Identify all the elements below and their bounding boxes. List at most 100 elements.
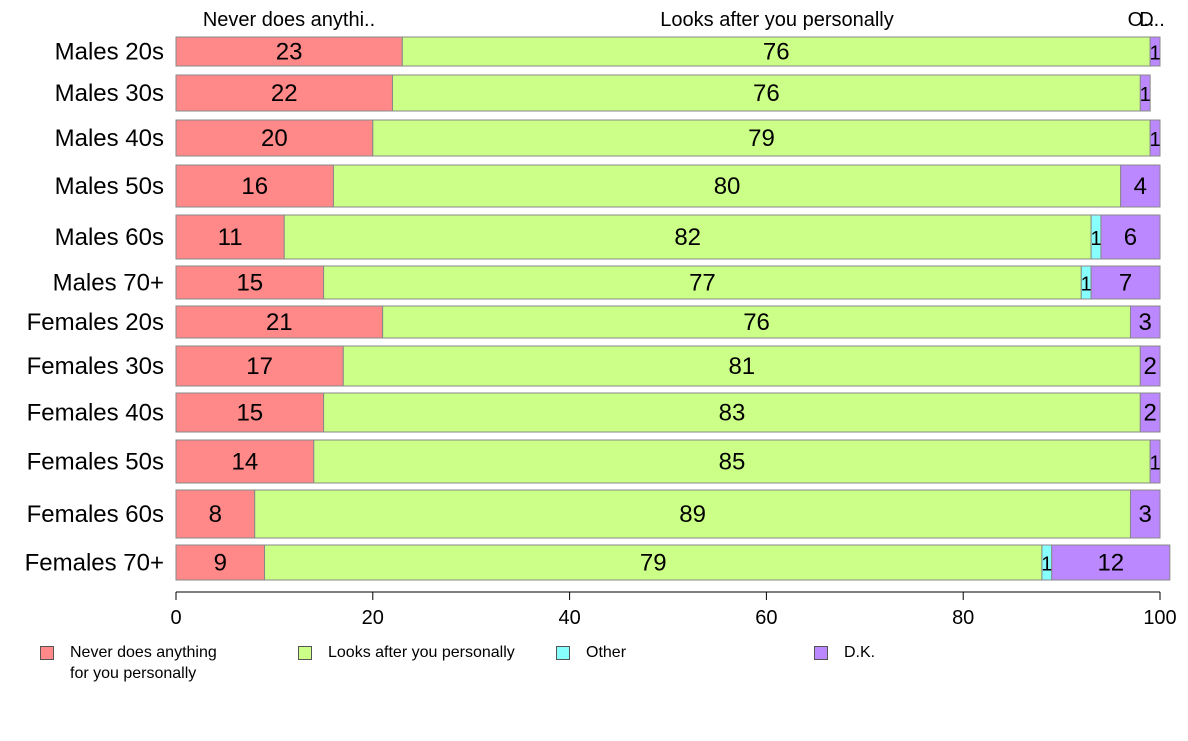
- bar-segment: [401, 36, 1151, 67]
- data-label: 22: [271, 80, 298, 107]
- data-label: 3: [1139, 309, 1152, 336]
- data-label: 20: [261, 125, 288, 152]
- category-label: Males 70+: [53, 270, 164, 297]
- data-label: 1: [1140, 84, 1151, 106]
- data-label: 16: [241, 173, 268, 200]
- data-label: 1: [1150, 453, 1161, 475]
- data-label: 6: [1124, 224, 1137, 251]
- bar-segment: [332, 164, 1122, 208]
- bar-segment: [175, 305, 384, 339]
- bar-segment: [1129, 489, 1161, 539]
- category-label: Females 60s: [27, 501, 164, 528]
- x-tick-label: 100: [1143, 607, 1176, 629]
- bar-segment: [175, 345, 344, 387]
- data-label: 1: [1090, 228, 1101, 250]
- bar-segment: [1120, 164, 1161, 208]
- bar-segment: [175, 164, 334, 208]
- bar-segment: [1100, 214, 1161, 260]
- bar-segment: [391, 74, 1141, 112]
- x-tick-label: 0: [170, 607, 181, 629]
- data-label: 12: [1097, 550, 1124, 577]
- data-label: 3: [1139, 501, 1152, 528]
- bar-segment: [372, 119, 1151, 157]
- bar-segment: [254, 489, 1131, 539]
- legend-swatch-other: [556, 646, 570, 660]
- bar-segment: [175, 214, 285, 260]
- data-label: 8: [209, 501, 222, 528]
- data-label: 77: [689, 270, 716, 297]
- legend-label-other: Other: [586, 644, 627, 661]
- data-label: 11: [218, 224, 243, 251]
- data-label: 2: [1143, 400, 1156, 427]
- bar-segment: [1149, 119, 1161, 157]
- bar-segment: [1051, 544, 1171, 581]
- data-label: 21: [266, 309, 293, 336]
- data-label: 89: [679, 501, 706, 528]
- data-label: 15: [236, 270, 263, 297]
- x-tick-label: 80: [952, 607, 974, 629]
- bar-segment: [1149, 439, 1161, 484]
- data-label: 76: [743, 309, 770, 336]
- bar-segment: [323, 392, 1141, 433]
- category-label: Females 50s: [27, 449, 164, 476]
- legend-swatch-never: [40, 646, 54, 660]
- data-label: 1: [1150, 129, 1161, 151]
- bar-segment: [175, 544, 266, 581]
- bar-segment: [1139, 345, 1161, 387]
- category-label: Males 40s: [55, 125, 164, 152]
- data-label: 1: [1150, 43, 1161, 65]
- data-label: 80: [714, 173, 741, 200]
- category-label: Males 20s: [55, 39, 164, 66]
- bar-segment: [1149, 36, 1161, 67]
- category-label: Males 30s: [55, 80, 164, 107]
- legend-item-dk: D.K.: [814, 642, 875, 663]
- category-label: Females 20s: [27, 309, 164, 336]
- bar-segment: [175, 265, 325, 300]
- bar-segment: [283, 214, 1092, 260]
- x-tick-label: 40: [558, 607, 580, 629]
- data-label: 79: [748, 125, 775, 152]
- bar-segment: [264, 544, 1043, 581]
- data-label: 15: [236, 400, 263, 427]
- legend-item-never: Never does anything for you personally: [40, 642, 217, 684]
- data-label: 2: [1143, 353, 1156, 380]
- data-label: 7: [1119, 270, 1132, 297]
- bar-segment: [175, 74, 393, 112]
- top-label: O..: [1128, 9, 1155, 31]
- data-label: 1: [1081, 274, 1092, 296]
- bar-segment: [175, 119, 374, 157]
- legend-swatch-dk: [814, 646, 828, 660]
- data-label: 4: [1134, 173, 1147, 200]
- data-label: 17: [246, 353, 273, 380]
- data-label: 76: [763, 39, 790, 66]
- data-label: 82: [674, 224, 701, 251]
- legend-swatch-looks-after: [298, 646, 312, 660]
- bar-segment: [382, 305, 1131, 339]
- category-label: Males 50s: [55, 173, 164, 200]
- legend-item-other: Other: [556, 642, 626, 663]
- data-label: 79: [640, 550, 667, 577]
- top-label: D..: [1139, 9, 1165, 31]
- legend-label-never: Never does anything for you personally: [70, 644, 217, 682]
- data-label: 14: [232, 449, 259, 476]
- data-label: 76: [753, 80, 780, 107]
- bar-segment: [175, 489, 256, 539]
- category-label: Males 60s: [55, 224, 164, 251]
- data-label: 83: [719, 400, 746, 427]
- legend-label-looks-after: Looks after you personally: [328, 644, 515, 661]
- legend-item-looks-after: Looks after you personally: [298, 642, 515, 663]
- data-label: 1: [1041, 554, 1052, 576]
- legend: Never does anything for you personally L…: [0, 642, 1188, 692]
- bar-segment: [342, 345, 1141, 387]
- data-label: 23: [276, 39, 303, 66]
- category-label: Females 40s: [27, 400, 164, 427]
- data-label: 81: [728, 353, 755, 380]
- x-tick-label: 60: [755, 607, 777, 629]
- category-label: Females 70+: [25, 550, 164, 577]
- x-tick-label: 20: [362, 607, 384, 629]
- bar-segment: [1139, 74, 1151, 112]
- top-label: Looks after you personally: [660, 9, 893, 31]
- bar-segment: [175, 439, 315, 484]
